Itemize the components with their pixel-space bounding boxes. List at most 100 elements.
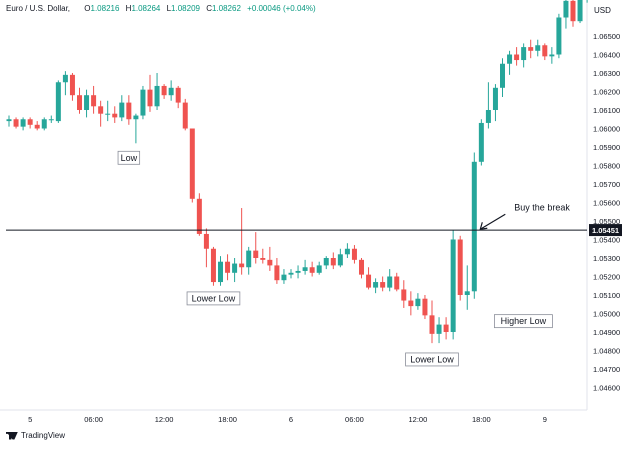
candle-down[interactable] — [27, 119, 33, 125]
candle-up[interactable] — [535, 45, 541, 51]
candle-down[interactable] — [210, 248, 216, 283]
candle-up[interactable] — [337, 254, 343, 266]
candle-up[interactable] — [133, 115, 139, 120]
candle-up[interactable] — [556, 17, 562, 55]
candle-down[interactable] — [267, 259, 273, 266]
candle-up[interactable] — [20, 119, 26, 127]
candle-down[interactable] — [69, 74, 75, 96]
close-label: C — [206, 4, 212, 13]
low-value: 1.08209 — [171, 4, 200, 13]
candle-down[interactable] — [408, 300, 414, 307]
candle-up[interactable] — [387, 276, 393, 288]
candle-down[interactable] — [239, 263, 245, 268]
tradingview-branding[interactable]: TradingView — [6, 431, 65, 440]
candle-up[interactable] — [232, 263, 238, 273]
candle-up[interactable] — [6, 119, 12, 122]
candle-up[interactable] — [549, 54, 555, 57]
candle-down[interactable] — [309, 267, 315, 273]
candle-up[interactable] — [464, 291, 470, 295]
candle-down[interactable] — [126, 102, 132, 120]
candle-up[interactable] — [55, 82, 61, 122]
candle-down[interactable] — [380, 282, 386, 288]
candle-up[interactable] — [302, 267, 308, 271]
candle-down[interactable] — [34, 124, 40, 129]
candle-down[interactable] — [359, 259, 364, 275]
candle-up[interactable] — [507, 54, 513, 64]
price-tick-label: 1.06400 — [593, 51, 620, 60]
candle-up[interactable] — [48, 119, 54, 121]
candle-down[interactable] — [253, 250, 259, 258]
candle-down[interactable] — [330, 258, 336, 266]
candle-down[interactable] — [147, 89, 153, 107]
candle-down[interactable] — [91, 95, 97, 107]
candle-up[interactable] — [563, 0, 569, 18]
price-level-badge[interactable] — [589, 224, 622, 237]
candle-down[interactable] — [161, 85, 167, 96]
candle-down[interactable] — [429, 315, 435, 334]
candle-up[interactable] — [316, 265, 322, 273]
candle-down[interactable] — [182, 102, 188, 129]
candle-down[interactable] — [443, 324, 449, 332]
candle-up[interactable] — [521, 47, 527, 61]
annotation-box[interactable] — [493, 314, 553, 329]
symbol-name[interactable]: Euro / U.S. Dollar, — [6, 4, 71, 13]
candle-up[interactable] — [450, 239, 456, 333]
candle-up[interactable] — [105, 113, 111, 115]
candle-up[interactable] — [295, 270, 301, 273]
candle-down[interactable] — [112, 113, 118, 118]
candle-down[interactable] — [203, 233, 209, 249]
candle-down[interactable] — [570, 0, 576, 22]
candle-up[interactable] — [140, 89, 146, 116]
candle-up[interactable] — [218, 261, 223, 283]
annotation-box[interactable] — [405, 352, 459, 367]
price-tick-label: 1.05600 — [593, 199, 620, 208]
currency-label[interactable]: USD — [594, 6, 611, 15]
candle-up[interactable] — [436, 324, 442, 334]
candle-up[interactable] — [323, 258, 329, 266]
candle-down[interactable] — [77, 95, 82, 110]
price-tick-label: 1.05500 — [593, 217, 620, 226]
candle-up[interactable] — [471, 161, 477, 292]
candle-up[interactable] — [485, 110, 491, 123]
candle-up[interactable] — [84, 95, 90, 110]
candle-up[interactable] — [41, 119, 47, 129]
candle-down[interactable] — [260, 258, 266, 260]
candle-down[interactable] — [394, 276, 400, 290]
candle-up[interactable] — [500, 63, 505, 88]
candle-up[interactable] — [344, 248, 350, 255]
candle-down[interactable] — [274, 265, 280, 281]
candle-down[interactable] — [366, 274, 372, 288]
candle-up[interactable] — [415, 298, 421, 307]
candle-down[interactable] — [542, 45, 548, 57]
candle-up[interactable] — [577, 0, 583, 22]
candle-down[interactable] — [422, 298, 428, 316]
candle-down[interactable] — [175, 87, 181, 103]
candle-up[interactable] — [288, 272, 294, 275]
buy-arrow-line — [479, 213, 506, 230]
candle-up[interactable] — [246, 250, 252, 268]
symbol-legend[interactable]: Euro / U.S. Dollar, O1.08216 H1.08264 L1… — [6, 4, 316, 13]
candle-down[interactable] — [225, 261, 231, 273]
candle-up[interactable] — [119, 102, 125, 118]
candle-up[interactable] — [373, 282, 379, 288]
candle-down[interactable] — [98, 106, 104, 114]
price-tick-label: 1.06300 — [593, 69, 620, 78]
annotation-box[interactable] — [117, 150, 141, 165]
candle-up[interactable] — [281, 274, 287, 281]
candle-up[interactable] — [168, 87, 174, 96]
candle-up[interactable] — [154, 85, 160, 107]
candle-down[interactable] — [528, 47, 534, 51]
candle-up[interactable] — [62, 74, 68, 83]
candle-down[interactable] — [196, 198, 202, 234]
annotation-box[interactable] — [186, 291, 241, 306]
candle-down[interactable] — [351, 248, 357, 260]
candle-down[interactable] — [13, 119, 19, 127]
candle-down[interactable] — [514, 54, 520, 61]
candle-up[interactable] — [492, 87, 498, 110]
candle-down[interactable] — [189, 128, 195, 199]
candle-down[interactable] — [457, 239, 463, 296]
candle-up[interactable] — [478, 122, 484, 162]
candle-down[interactable] — [401, 289, 407, 301]
